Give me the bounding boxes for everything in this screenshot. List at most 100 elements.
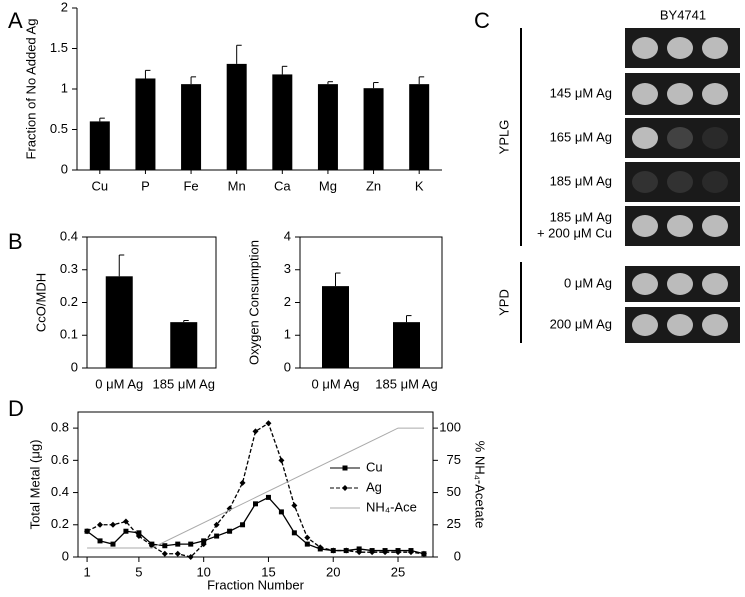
marker (330, 547, 337, 554)
y-tick-label: 4 (284, 228, 291, 243)
marker (162, 543, 168, 549)
marker (161, 550, 168, 557)
marker (84, 528, 91, 535)
y2-tick-label: 75 (447, 452, 461, 467)
panel-label: A (8, 8, 23, 33)
y-tick-label: 0.5 (50, 121, 68, 136)
colony-spot (667, 314, 693, 336)
row-label: 185 μM Ag (550, 209, 612, 224)
row-label: 0 μM Ag (564, 275, 612, 290)
marker (343, 547, 350, 554)
marker (214, 533, 220, 539)
bar (409, 84, 430, 170)
y-tick-label: 1 (61, 80, 68, 95)
colony-spot (667, 215, 693, 237)
marker (265, 494, 271, 500)
colony-spot (667, 273, 693, 295)
marker (174, 550, 181, 557)
panel-label: D (8, 396, 24, 421)
colony-spot (667, 127, 693, 149)
colony-spot (632, 127, 658, 149)
y-tick-label: 0.3 (60, 261, 78, 276)
marker (265, 420, 272, 427)
y-axis-label: Total Metal (μg) (27, 440, 42, 530)
marker (291, 530, 297, 536)
marker (252, 428, 259, 435)
x-tick-label: 15 (261, 564, 275, 579)
series-line (86, 422, 425, 558)
marker (227, 528, 233, 534)
x-tick-label: Mn (228, 178, 246, 193)
y-tick-label: 0.4 (60, 228, 78, 243)
legend-label: Ag (366, 479, 382, 494)
bar (226, 63, 247, 170)
marker (200, 541, 207, 548)
x-tick-label: K (415, 178, 424, 193)
bar (272, 74, 293, 170)
bar (317, 84, 338, 170)
x-tick-label: 25 (391, 564, 405, 579)
colony-spot (632, 171, 658, 193)
marker (188, 541, 194, 547)
panel-label: B (8, 229, 23, 254)
bar (181, 84, 202, 170)
marker (304, 541, 310, 547)
marker (382, 549, 389, 556)
colony-spot (632, 37, 658, 59)
y-tick-label: 0.8 (51, 420, 69, 435)
marker (342, 465, 348, 471)
x-tick-label: 0 μM Ag (312, 376, 360, 391)
y-tick-label: 0.6 (51, 452, 69, 467)
strain-label: BY4741 (660, 7, 706, 22)
x-tick-label: 20 (326, 564, 340, 579)
plot-frame (77, 411, 434, 558)
x-tick-label: Zn (366, 178, 381, 193)
x-axis-label: Fraction Number (207, 577, 304, 592)
marker (110, 541, 116, 547)
x-tick-label: P (141, 178, 150, 193)
colony-spot (702, 273, 728, 295)
colony-spot (632, 273, 658, 295)
colony-spot (667, 37, 693, 59)
colony-spot (702, 215, 728, 237)
marker (291, 502, 298, 509)
x-tick-label: 185 μM Ag (375, 376, 437, 391)
y-tick-label: 0.2 (51, 516, 69, 531)
plate-image (625, 162, 740, 202)
x-tick-label: Ca (274, 178, 291, 193)
x-tick-label: Fe (183, 178, 198, 193)
marker (97, 538, 103, 544)
marker (407, 549, 414, 556)
row-label: 145 μM Ag (550, 85, 612, 100)
colony-spot (632, 314, 658, 336)
bar (170, 322, 198, 368)
marker (135, 533, 142, 540)
y-tick-label: 0.2 (60, 294, 78, 309)
y-tick-label: 2 (61, 0, 68, 14)
plot-frame (299, 236, 443, 369)
marker (226, 505, 233, 512)
colony-spot (702, 37, 728, 59)
marker (136, 530, 142, 536)
marker (356, 549, 363, 556)
panel-label: C (474, 8, 490, 33)
colony-spot (702, 171, 728, 193)
bar (322, 286, 349, 368)
marker (420, 550, 427, 557)
marker (187, 554, 194, 560)
marker (239, 479, 246, 486)
y-tick-label: 0 (71, 359, 78, 374)
bar (135, 78, 156, 170)
colony-spot (667, 171, 693, 193)
y2-axis-label: % NH₄-Acetate (473, 441, 488, 529)
bar (363, 88, 384, 170)
y2-tick-label: 25 (447, 516, 461, 531)
x-tick-label: 1 (83, 564, 90, 579)
colony-spot (632, 83, 658, 105)
marker (278, 457, 285, 464)
y2-tick-label: 100 (439, 420, 461, 435)
x-tick-label: 185 μM Ag (153, 376, 215, 391)
marker (213, 521, 220, 528)
marker (97, 521, 104, 528)
